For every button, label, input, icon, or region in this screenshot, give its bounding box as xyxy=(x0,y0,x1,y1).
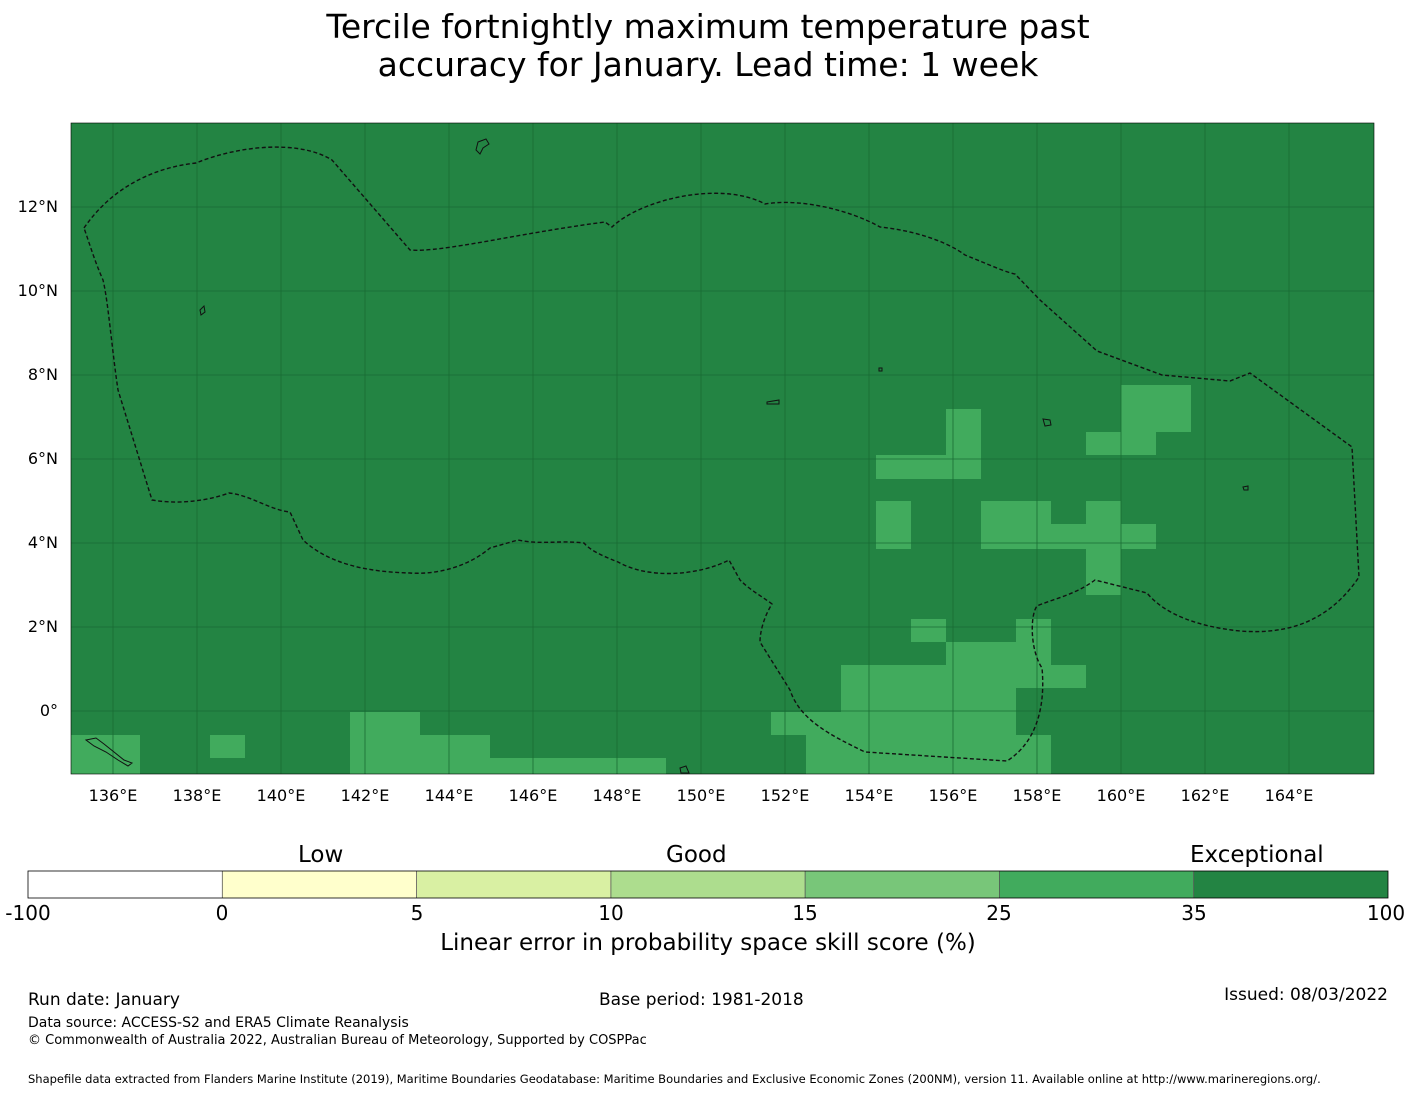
shapefile-credit: Shapefile data extracted from Flanders M… xyxy=(28,1072,1321,1086)
colorbar xyxy=(27,870,1389,899)
title-line-2: accuracy for January. Lead time: 1 week xyxy=(377,45,1039,84)
y-axis-labels: 12°N 10°N 8°N 6°N 4°N 2°N 0° xyxy=(18,197,58,720)
colorbar-tick: 5 xyxy=(410,901,424,925)
x-tick-label: 140°E xyxy=(257,786,306,805)
colorbar-tick: 0 xyxy=(215,901,229,925)
map-area xyxy=(71,123,1374,774)
base-period: Base period: 1981-2018 xyxy=(599,990,804,1010)
y-tick-label: 4°N xyxy=(28,533,58,552)
y-tick-label: 12°N xyxy=(18,197,58,216)
category-good: Good xyxy=(666,842,727,868)
skill-cell xyxy=(876,501,911,549)
eez-boundary xyxy=(83,146,1360,762)
y-tick-label: 8°N xyxy=(28,365,58,384)
skill-cell xyxy=(1086,501,1121,595)
colorbar-tick: 35 xyxy=(1181,901,1207,925)
gridlines xyxy=(71,123,1374,774)
colorbar-segment xyxy=(416,871,611,898)
colorbar-segment xyxy=(28,871,223,898)
map-title: Tercile fortnightly maximum temperature … xyxy=(0,8,1416,84)
skill-cell xyxy=(71,735,140,774)
run-date: Run date: January xyxy=(28,990,180,1010)
skill-cell xyxy=(1051,524,1086,549)
colorbar-tick: -100 xyxy=(5,901,51,925)
colorbar-segment xyxy=(610,871,806,898)
data-source: Data source: ACCESS-S2 and ERA5 Climate … xyxy=(28,1015,409,1031)
skill-cell xyxy=(210,735,245,758)
x-tick-label: 152°E xyxy=(761,786,810,805)
x-tick-label: 164°E xyxy=(1265,786,1314,805)
colorbar-tick: 15 xyxy=(792,901,818,925)
colorbar-tick: 25 xyxy=(986,901,1012,925)
x-tick-label: 136°E xyxy=(89,786,138,805)
skill-cell xyxy=(1016,665,1086,688)
colorbar-tick: 100 xyxy=(1366,901,1406,925)
skill-cell xyxy=(1121,524,1156,549)
skill-cell xyxy=(1121,385,1191,432)
map-frame xyxy=(70,122,1375,775)
category-exceptional: Exceptional xyxy=(1190,842,1324,868)
skill-cell xyxy=(946,409,981,455)
skill-cell xyxy=(420,735,490,774)
islands xyxy=(84,138,1249,774)
x-tick-label: 142°E xyxy=(341,786,390,805)
x-tick-label: 148°E xyxy=(593,786,642,805)
x-tick-label: 154°E xyxy=(845,786,894,805)
y-tick-label: 10°N xyxy=(18,281,58,300)
skill-cell xyxy=(911,619,946,642)
category-low: Low xyxy=(298,842,344,868)
skill-cell xyxy=(981,501,1051,549)
y-tick-label: 0° xyxy=(40,701,58,720)
issued-date: Issued: 08/03/2022 xyxy=(1224,985,1388,1005)
x-tick-label: 156°E xyxy=(929,786,978,805)
colorbar-tick: 10 xyxy=(598,901,624,925)
colorbar-segment xyxy=(999,871,1194,898)
x-tick-label: 138°E xyxy=(173,786,222,805)
x-tick-label: 160°E xyxy=(1097,786,1146,805)
y-tick-label: 6°N xyxy=(28,449,58,468)
skill-cell xyxy=(350,712,420,774)
x-tick-label: 150°E xyxy=(677,786,726,805)
x-tick-label: 146°E xyxy=(509,786,558,805)
x-axis-labels: 136°E 138°E 140°E 142°E 144°E 146°E 148°… xyxy=(89,786,1314,805)
colorbar-segment xyxy=(1193,871,1388,898)
skill-cell xyxy=(490,758,666,774)
colorbar-label: Linear error in probability space skill … xyxy=(440,930,976,956)
x-tick-label: 158°E xyxy=(1013,786,1062,805)
y-tick-label: 2°N xyxy=(28,617,58,636)
title-line-1: Tercile fortnightly maximum temperature … xyxy=(326,7,1090,46)
colorbar-segment xyxy=(805,871,1000,898)
x-tick-label: 162°E xyxy=(1181,786,1230,805)
copyright: © Commonwealth of Australia 2022, Austra… xyxy=(28,1033,647,1048)
colorbar-segment xyxy=(222,871,417,898)
x-tick-label: 144°E xyxy=(425,786,474,805)
skill-cell xyxy=(1016,619,1051,642)
skill-cell xyxy=(806,735,1051,774)
